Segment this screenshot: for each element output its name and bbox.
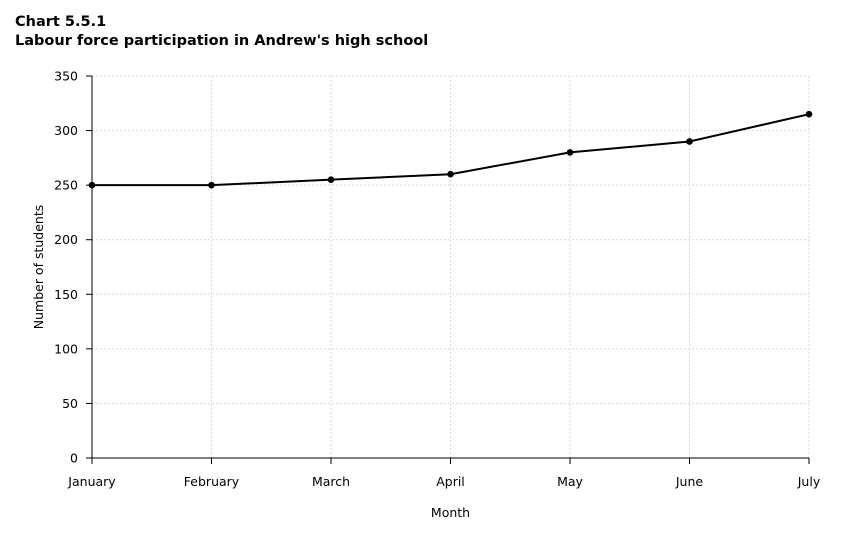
x-tick-label: February — [184, 474, 240, 489]
axes: 0 50 100 150 200 250 300 350 January February Marc… — [54, 69, 821, 490]
grid — [92, 75, 810, 458]
y-tick-label: 0 — [70, 451, 78, 466]
y-tick-label: 100 — [54, 341, 78, 356]
y-tick-label: 200 — [54, 232, 78, 247]
data-point — [447, 170, 454, 178]
x-axis-title: Month — [431, 505, 470, 520]
y-tick-label: 300 — [54, 123, 78, 138]
data-point — [208, 181, 215, 189]
y-axis-title: Number of students — [31, 205, 46, 330]
y-tick-label: 250 — [54, 178, 78, 193]
x-tick-label: April — [436, 474, 465, 489]
chart-title: Chart 5.5.1 — [15, 14, 107, 30]
series-layer — [88, 110, 813, 189]
data-point — [88, 181, 96, 189]
x-tick-label: June — [675, 474, 704, 489]
x-tick-label: January — [67, 474, 116, 489]
y-tick-label: 350 — [54, 69, 78, 84]
y-tick-label: 150 — [54, 287, 78, 302]
data-point — [566, 149, 574, 156]
y-tick-label: 50 — [62, 396, 78, 411]
x-tick-label: May — [557, 474, 583, 489]
chart-titles: Chart 5.5.1 Labour force participation i… — [15, 13, 428, 51]
x-tick-label: March — [312, 474, 350, 489]
data-point — [805, 110, 813, 118]
chart-subtitle: Labour force participation in Andrew's h… — [15, 33, 429, 49]
data-point — [686, 138, 693, 145]
x-tick-label: July — [797, 474, 821, 489]
data-point — [327, 176, 335, 183]
